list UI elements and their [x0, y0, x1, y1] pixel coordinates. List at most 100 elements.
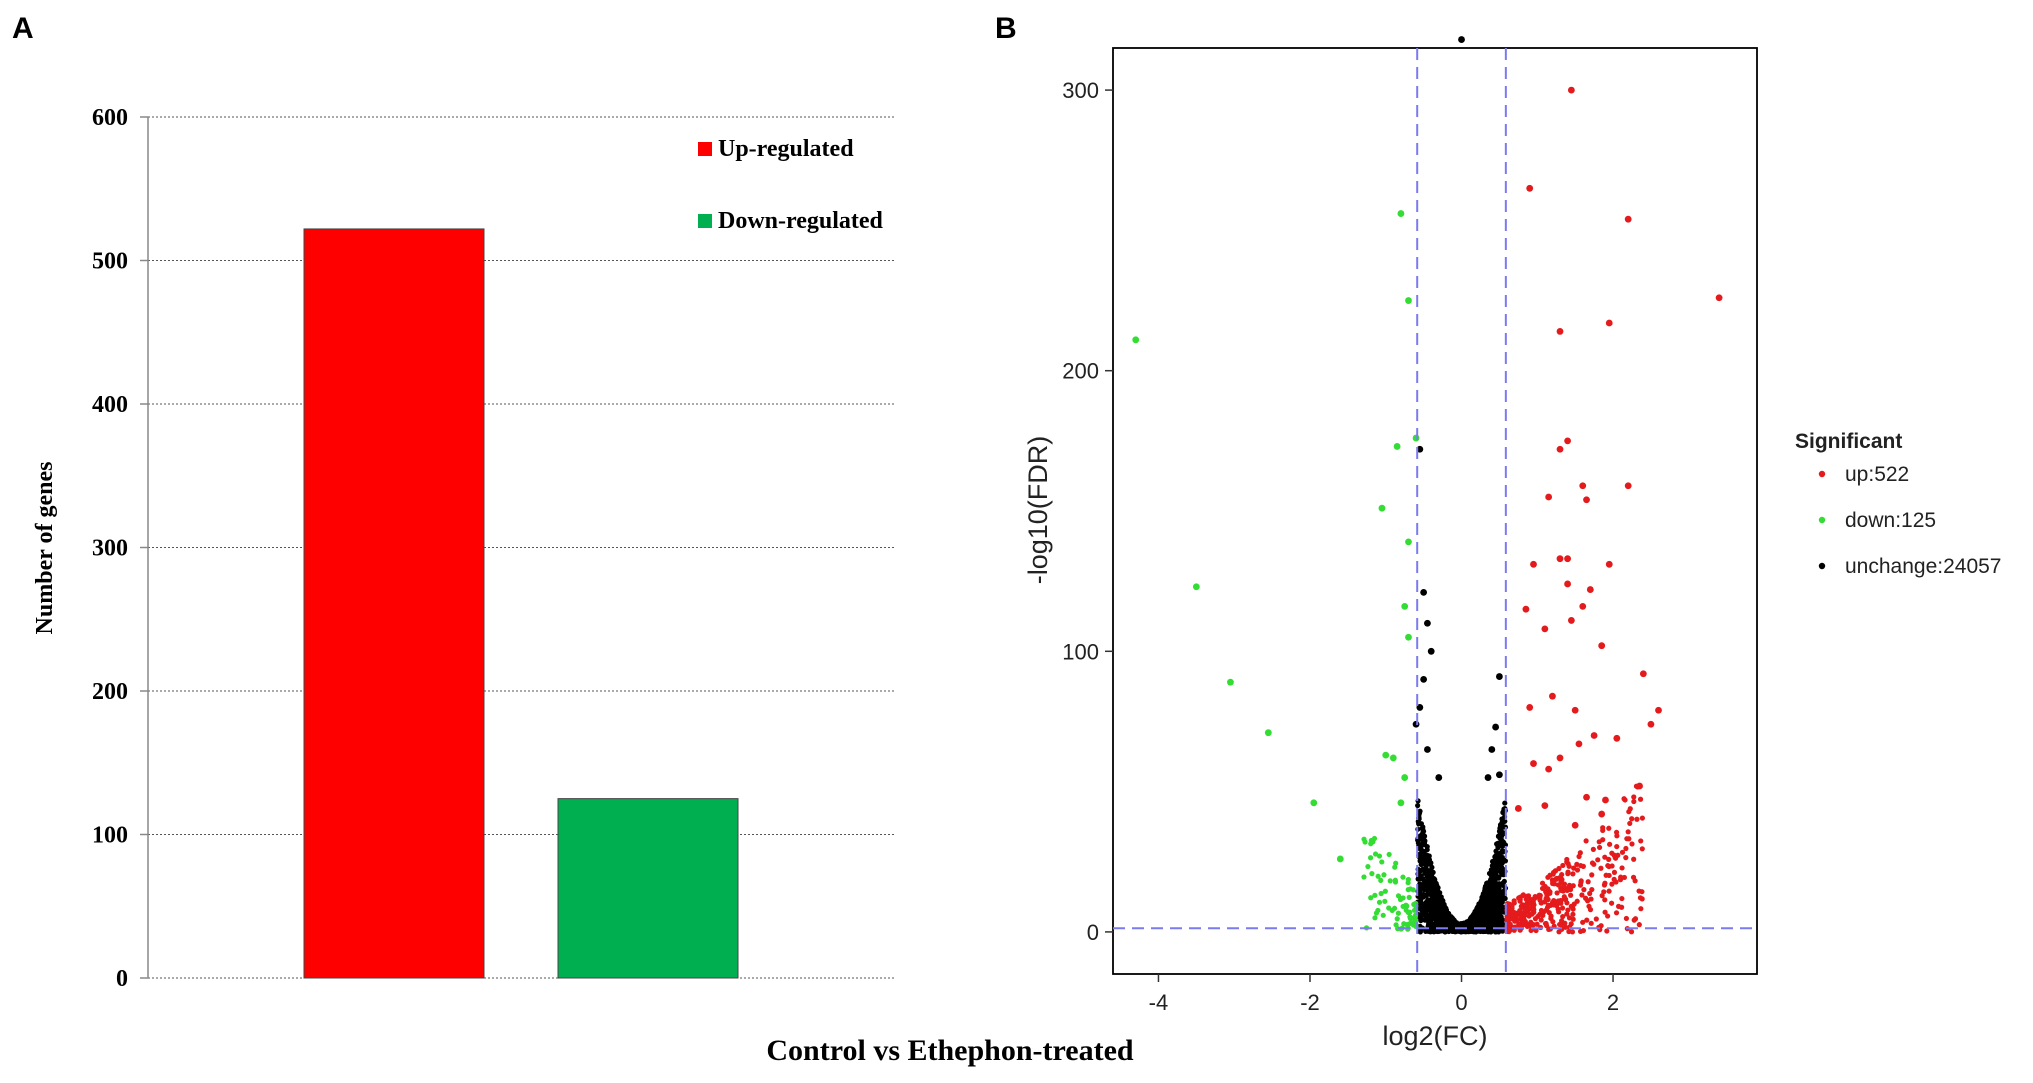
unchange-point [1418, 899, 1424, 906]
unchange-point [1492, 723, 1500, 731]
unchange-point [1499, 848, 1505, 854]
up-point [1564, 911, 1570, 917]
up-point [1598, 642, 1606, 650]
unchange-point [1473, 912, 1479, 919]
up-point [1619, 865, 1625, 871]
up-point [1623, 845, 1629, 852]
up-point [1530, 760, 1537, 767]
up-point [1552, 868, 1558, 874]
up-point [1548, 913, 1554, 919]
up-point [1606, 856, 1612, 862]
up-point [1545, 493, 1553, 501]
up-point [1538, 900, 1544, 906]
unchange-point [1489, 863, 1495, 869]
up-point [1564, 555, 1571, 563]
bar-y-tick-label: 300 [92, 536, 128, 562]
unchange-point [1417, 833, 1423, 839]
down-point [1372, 915, 1378, 921]
up-point [1600, 827, 1606, 834]
unchange-point [1492, 928, 1498, 934]
up-point [1639, 815, 1645, 821]
down-point [1372, 892, 1378, 898]
volcano-plot-ticks: -4 -2 0 2 0 100 200 300 [1062, 78, 1619, 1015]
down-point [1405, 538, 1412, 546]
down-point [1368, 841, 1374, 847]
unchange-point [1445, 910, 1451, 916]
unchange-point [1502, 800, 1508, 806]
unchange-point [1429, 915, 1435, 921]
unchange-point [1486, 913, 1492, 919]
up-point [1605, 913, 1611, 919]
unchange-point [1499, 854, 1506, 861]
volcano-legend-dot [1818, 562, 1826, 570]
panel-b-label: B [995, 12, 1017, 45]
up-point [1598, 810, 1606, 818]
legend-label: Up-regulated [718, 136, 854, 162]
down-point [1401, 603, 1409, 610]
up-point [1601, 882, 1608, 888]
unchange-point [1479, 894, 1485, 900]
down-point [1393, 860, 1399, 866]
up-point [1600, 837, 1606, 843]
unchange-point [1496, 900, 1502, 906]
up-point [1545, 765, 1553, 773]
up-point [1619, 849, 1626, 855]
bar-chart-bars [303, 228, 739, 979]
unchange-point [1434, 921, 1441, 927]
unchange-point [1482, 890, 1488, 896]
down-point [1391, 905, 1398, 911]
unchange-point [1417, 890, 1423, 896]
up-point [1624, 215, 1632, 223]
unchange-point [1463, 923, 1469, 929]
up-point [1602, 796, 1609, 804]
up-point [1593, 916, 1599, 922]
unchange-point [1417, 857, 1423, 863]
up-point [1583, 496, 1590, 504]
down-point [1389, 754, 1397, 762]
unchange-point [1487, 891, 1493, 897]
up-point [1608, 900, 1615, 906]
down-point [1378, 890, 1384, 897]
volcano-legend-title: Significant [1795, 430, 1902, 453]
down-point [1368, 895, 1374, 901]
unchange-point [1437, 898, 1443, 904]
up-point [1602, 909, 1608, 915]
up-point [1638, 838, 1644, 844]
down-point [1401, 774, 1409, 781]
unchange-point [1480, 919, 1486, 926]
up-point [1613, 734, 1621, 742]
unchange-point [1498, 836, 1504, 842]
x-tick-label: 0 [1455, 990, 1467, 1015]
up-point [1528, 919, 1534, 925]
down-point [1372, 851, 1379, 857]
down-point [1405, 297, 1412, 304]
up-point [1587, 890, 1593, 897]
up-point [1622, 797, 1628, 803]
unchange-point [1432, 879, 1438, 886]
up-point [1567, 617, 1575, 624]
up-point [1520, 893, 1526, 899]
up-point [1639, 670, 1647, 678]
up-point [1565, 871, 1571, 877]
up-point [1639, 896, 1645, 902]
up-point [1613, 910, 1620, 916]
up-point [1625, 829, 1631, 835]
up-point [1631, 856, 1637, 862]
unchange-point [1418, 846, 1424, 853]
unchange-point [1499, 928, 1506, 934]
down-point [1378, 504, 1386, 512]
up-point [1522, 908, 1528, 915]
up-point [1556, 328, 1564, 335]
unchange-point [1498, 864, 1505, 870]
up-point [1624, 482, 1632, 490]
up-point [1627, 820, 1633, 827]
down-point [1393, 922, 1399, 928]
unchange-point [1502, 858, 1509, 864]
down-point [1393, 443, 1401, 450]
down-point [1132, 336, 1140, 344]
up-point [1522, 912, 1528, 918]
up-point [1570, 916, 1576, 922]
unchange-point [1417, 884, 1424, 890]
up-point [1564, 580, 1571, 588]
up-point [1514, 805, 1522, 812]
